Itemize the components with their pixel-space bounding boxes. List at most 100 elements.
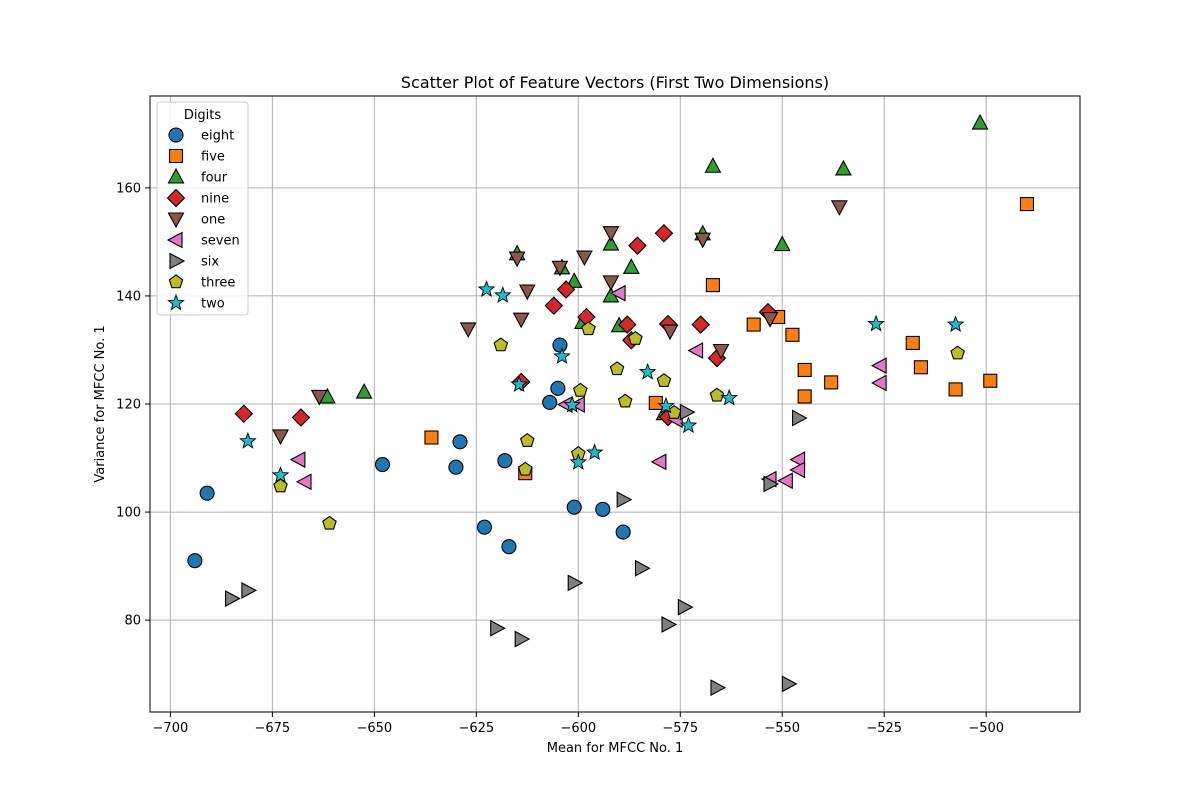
legend-marker-one [167, 212, 185, 229]
point-one [575, 250, 593, 267]
legend-marker-seven [166, 231, 183, 249]
point-five [424, 430, 439, 445]
point-four [622, 258, 640, 274]
legend-marker-six [169, 252, 186, 270]
point-three [493, 337, 509, 352]
point-five [746, 317, 761, 332]
point-five [913, 360, 928, 375]
point-two [638, 362, 657, 380]
point-five [648, 395, 663, 410]
point-seven [650, 453, 667, 471]
legend-marker-two [167, 293, 185, 311]
point-five [1019, 197, 1035, 212]
point-five [905, 335, 920, 350]
point-six [781, 675, 798, 693]
point-nine [291, 408, 311, 427]
point-three [656, 373, 672, 387]
point-four [565, 272, 583, 288]
x-tick-label: −600 [560, 721, 596, 736]
point-eight [374, 456, 391, 473]
point-nine [628, 236, 647, 255]
series-seven [289, 284, 887, 491]
point-four [773, 235, 791, 252]
point-six [677, 598, 694, 616]
y-tick-label: 80 [124, 614, 141, 629]
y-axis-label: Variance for MFCC No. 1 [93, 325, 108, 482]
point-eight [476, 519, 493, 535]
point-one [459, 322, 477, 339]
chart-title: Scatter Plot of Feature Vectors (First T… [401, 73, 829, 92]
point-one [661, 324, 679, 341]
point-five [797, 389, 812, 404]
point-six [225, 590, 241, 607]
point-six [514, 630, 531, 648]
point-five [824, 375, 839, 390]
point-nine [654, 223, 674, 243]
point-one [602, 226, 620, 242]
point-six [661, 616, 678, 633]
point-two [569, 453, 588, 470]
point-three [581, 321, 596, 336]
point-eight [542, 394, 558, 410]
x-tick-label: −550 [764, 721, 800, 736]
point-nine [691, 315, 710, 334]
point-seven [609, 284, 626, 302]
point-eight [615, 524, 631, 540]
legend-marker-eight [168, 127, 184, 143]
point-three [609, 361, 625, 376]
legend-marker-five [168, 148, 184, 164]
legend-label-seven: seven [201, 234, 240, 249]
point-six [763, 475, 780, 493]
point-one [272, 429, 289, 446]
point-three [628, 330, 643, 345]
point-six [616, 491, 633, 509]
point-three [517, 461, 533, 476]
point-two [510, 375, 528, 393]
x-tick-label: −675 [255, 721, 291, 736]
point-one [761, 312, 779, 328]
point-nine [556, 280, 576, 299]
data-points [187, 113, 1035, 697]
point-four [602, 234, 620, 251]
point-nine [617, 315, 637, 334]
x-tick-label: −500 [968, 721, 1004, 736]
point-two [657, 396, 675, 414]
legend-title: Digits [184, 108, 222, 123]
series-one [272, 200, 848, 446]
point-eight [452, 434, 468, 450]
legend-label-one: one [201, 213, 225, 228]
point-one [310, 389, 328, 406]
legend: Digits eight five four nine one seven six three t… [156, 101, 249, 316]
point-two [553, 347, 571, 364]
point-eight [187, 553, 203, 569]
point-two [494, 286, 512, 303]
legend-label-three: three [201, 276, 235, 291]
x-axis-label: Mean for MFCC No. 1 [547, 741, 684, 756]
grid [150, 96, 1080, 712]
legend-label-eight: eight [201, 129, 234, 144]
legend-marker-three [168, 274, 184, 289]
point-seven [777, 472, 793, 490]
point-seven [789, 461, 806, 479]
x-tick-label: −525 [866, 721, 902, 736]
y-tick-label: 160 [116, 181, 141, 196]
point-five [983, 373, 998, 388]
point-seven [289, 451, 306, 469]
point-eight [497, 453, 513, 469]
point-four [971, 113, 989, 130]
point-three [520, 433, 535, 447]
series-eight [187, 337, 631, 569]
point-eight [566, 499, 582, 515]
point-five [785, 327, 800, 342]
x-tick-label: −700 [153, 721, 189, 736]
point-two [563, 395, 581, 413]
point-seven [687, 342, 704, 359]
point-two [239, 432, 257, 449]
point-six [241, 582, 258, 599]
point-seven [870, 357, 887, 375]
point-three [709, 387, 725, 402]
point-one [602, 275, 620, 292]
point-two [679, 416, 698, 434]
point-two [271, 466, 290, 483]
